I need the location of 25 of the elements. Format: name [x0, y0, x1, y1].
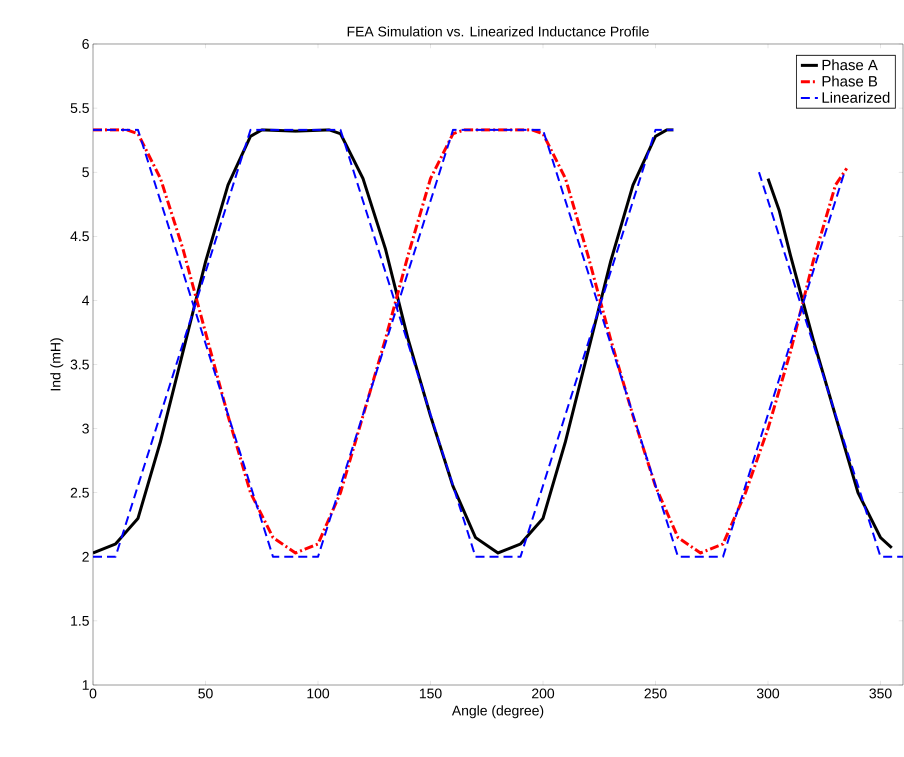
x-tick-label: 50 — [198, 688, 213, 698]
x-tick-label: 100 — [307, 688, 330, 698]
y-tick-label: 4.5 — [70, 231, 89, 242]
y-tick-label: 4 — [82, 296, 90, 306]
y-tick-label: 5 — [82, 167, 89, 178]
x-axis-title: Angle (degree) — [452, 705, 544, 718]
x-tick-label: 0 — [90, 688, 96, 698]
y-tick-label: 6 — [82, 39, 89, 49]
x-tick-label: 300 — [756, 688, 780, 698]
y-tick-label: 2 — [82, 552, 89, 562]
x-tick-label: 250 — [644, 688, 667, 698]
legend-label: Phase B — [822, 76, 878, 87]
legend-label: Linearized — [822, 92, 890, 103]
y-tick-label: 1 — [82, 680, 89, 690]
y-tick-label: 5.5 — [70, 103, 89, 113]
y-tick-label: 3 — [82, 424, 89, 434]
y-tick-label: 2.5 — [70, 488, 89, 498]
y-axis-title: Ind (mH) — [50, 338, 64, 390]
chart-title: FEA Simulation vs. Linearized Inductance Profile — [348, 26, 649, 36]
x-tick-label: 150 — [420, 688, 442, 698]
y-tick-label: 3.5 — [70, 360, 89, 370]
y-tick-label: 1.5 — [71, 616, 89, 626]
x-tick-label: 200 — [532, 688, 554, 698]
legend-label: Phase A — [822, 59, 878, 70]
x-tick-label: 350 — [869, 688, 892, 698]
